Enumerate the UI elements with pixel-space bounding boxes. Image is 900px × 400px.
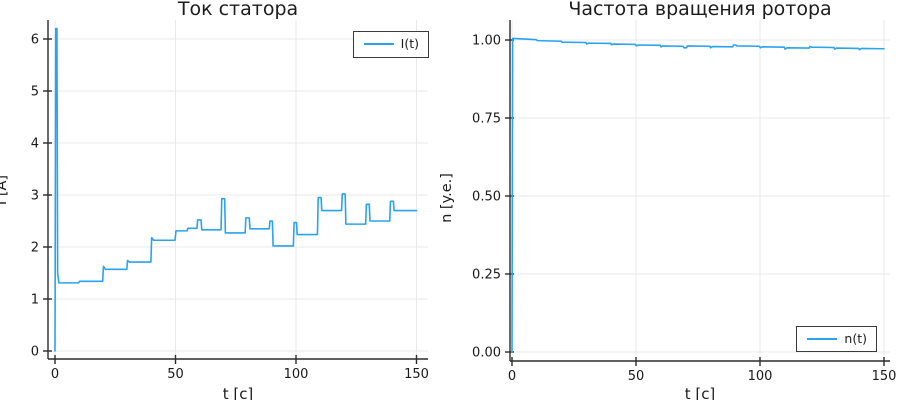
svg-text:100: 100 — [748, 369, 773, 384]
x-axis-label: t [c] — [222, 385, 254, 400]
svg-text:0: 0 — [508, 369, 516, 384]
legend: n(t) — [796, 325, 877, 352]
legend-label: I(t) — [400, 36, 419, 51]
legend-line-swatch — [363, 43, 394, 46]
legend: I(t) — [352, 31, 429, 58]
chart-title: Ток статора — [177, 0, 299, 20]
svg-text:1: 1 — [31, 293, 39, 308]
svg-text:0.75: 0.75 — [472, 112, 501, 127]
plot-area: 0 1 2 3 4 5 6 0 50 100 150 — [31, 20, 429, 382]
svg-text:2: 2 — [31, 241, 39, 256]
svg-text:150: 150 — [404, 367, 429, 382]
svg-text:4: 4 — [31, 137, 39, 152]
svg-text:6: 6 — [31, 33, 39, 48]
rotor-speed-chart: Частота вращения ротора 0.00 0.25 0.50 0.75… — [439, 0, 900, 400]
svg-text:150: 150 — [872, 369, 897, 384]
y-axis-label: n [y.e.] — [439, 173, 455, 223]
svg-text:50: 50 — [628, 369, 645, 384]
svg-text:1.00: 1.00 — [472, 34, 501, 49]
svg-text:0: 0 — [31, 345, 39, 360]
chart-title: Частота вращения ротора — [568, 0, 832, 20]
y-axis-label: I [A] — [0, 174, 10, 205]
legend-line-swatch — [807, 337, 838, 340]
plot-area: 0.00 0.25 0.50 0.75 1.00 0 50 100 150 — [472, 20, 897, 384]
svg-text:0.50: 0.50 — [472, 190, 501, 205]
legend-label: n(t) — [844, 330, 867, 346]
x-axis-label: t [c] — [684, 385, 716, 400]
svg-text:50: 50 — [167, 367, 184, 382]
svg-text:0.25: 0.25 — [472, 268, 501, 283]
stator-current-chart: Ток статора 0 1 2 3 4 5 6 0 50 100 150 I [A] t [c]… — [0, 0, 429, 400]
svg-text:100: 100 — [284, 367, 309, 382]
svg-text:3: 3 — [31, 189, 39, 204]
svg-text:5: 5 — [31, 85, 39, 100]
svg-text:0.00: 0.00 — [472, 346, 501, 361]
svg-text:0: 0 — [51, 367, 59, 382]
